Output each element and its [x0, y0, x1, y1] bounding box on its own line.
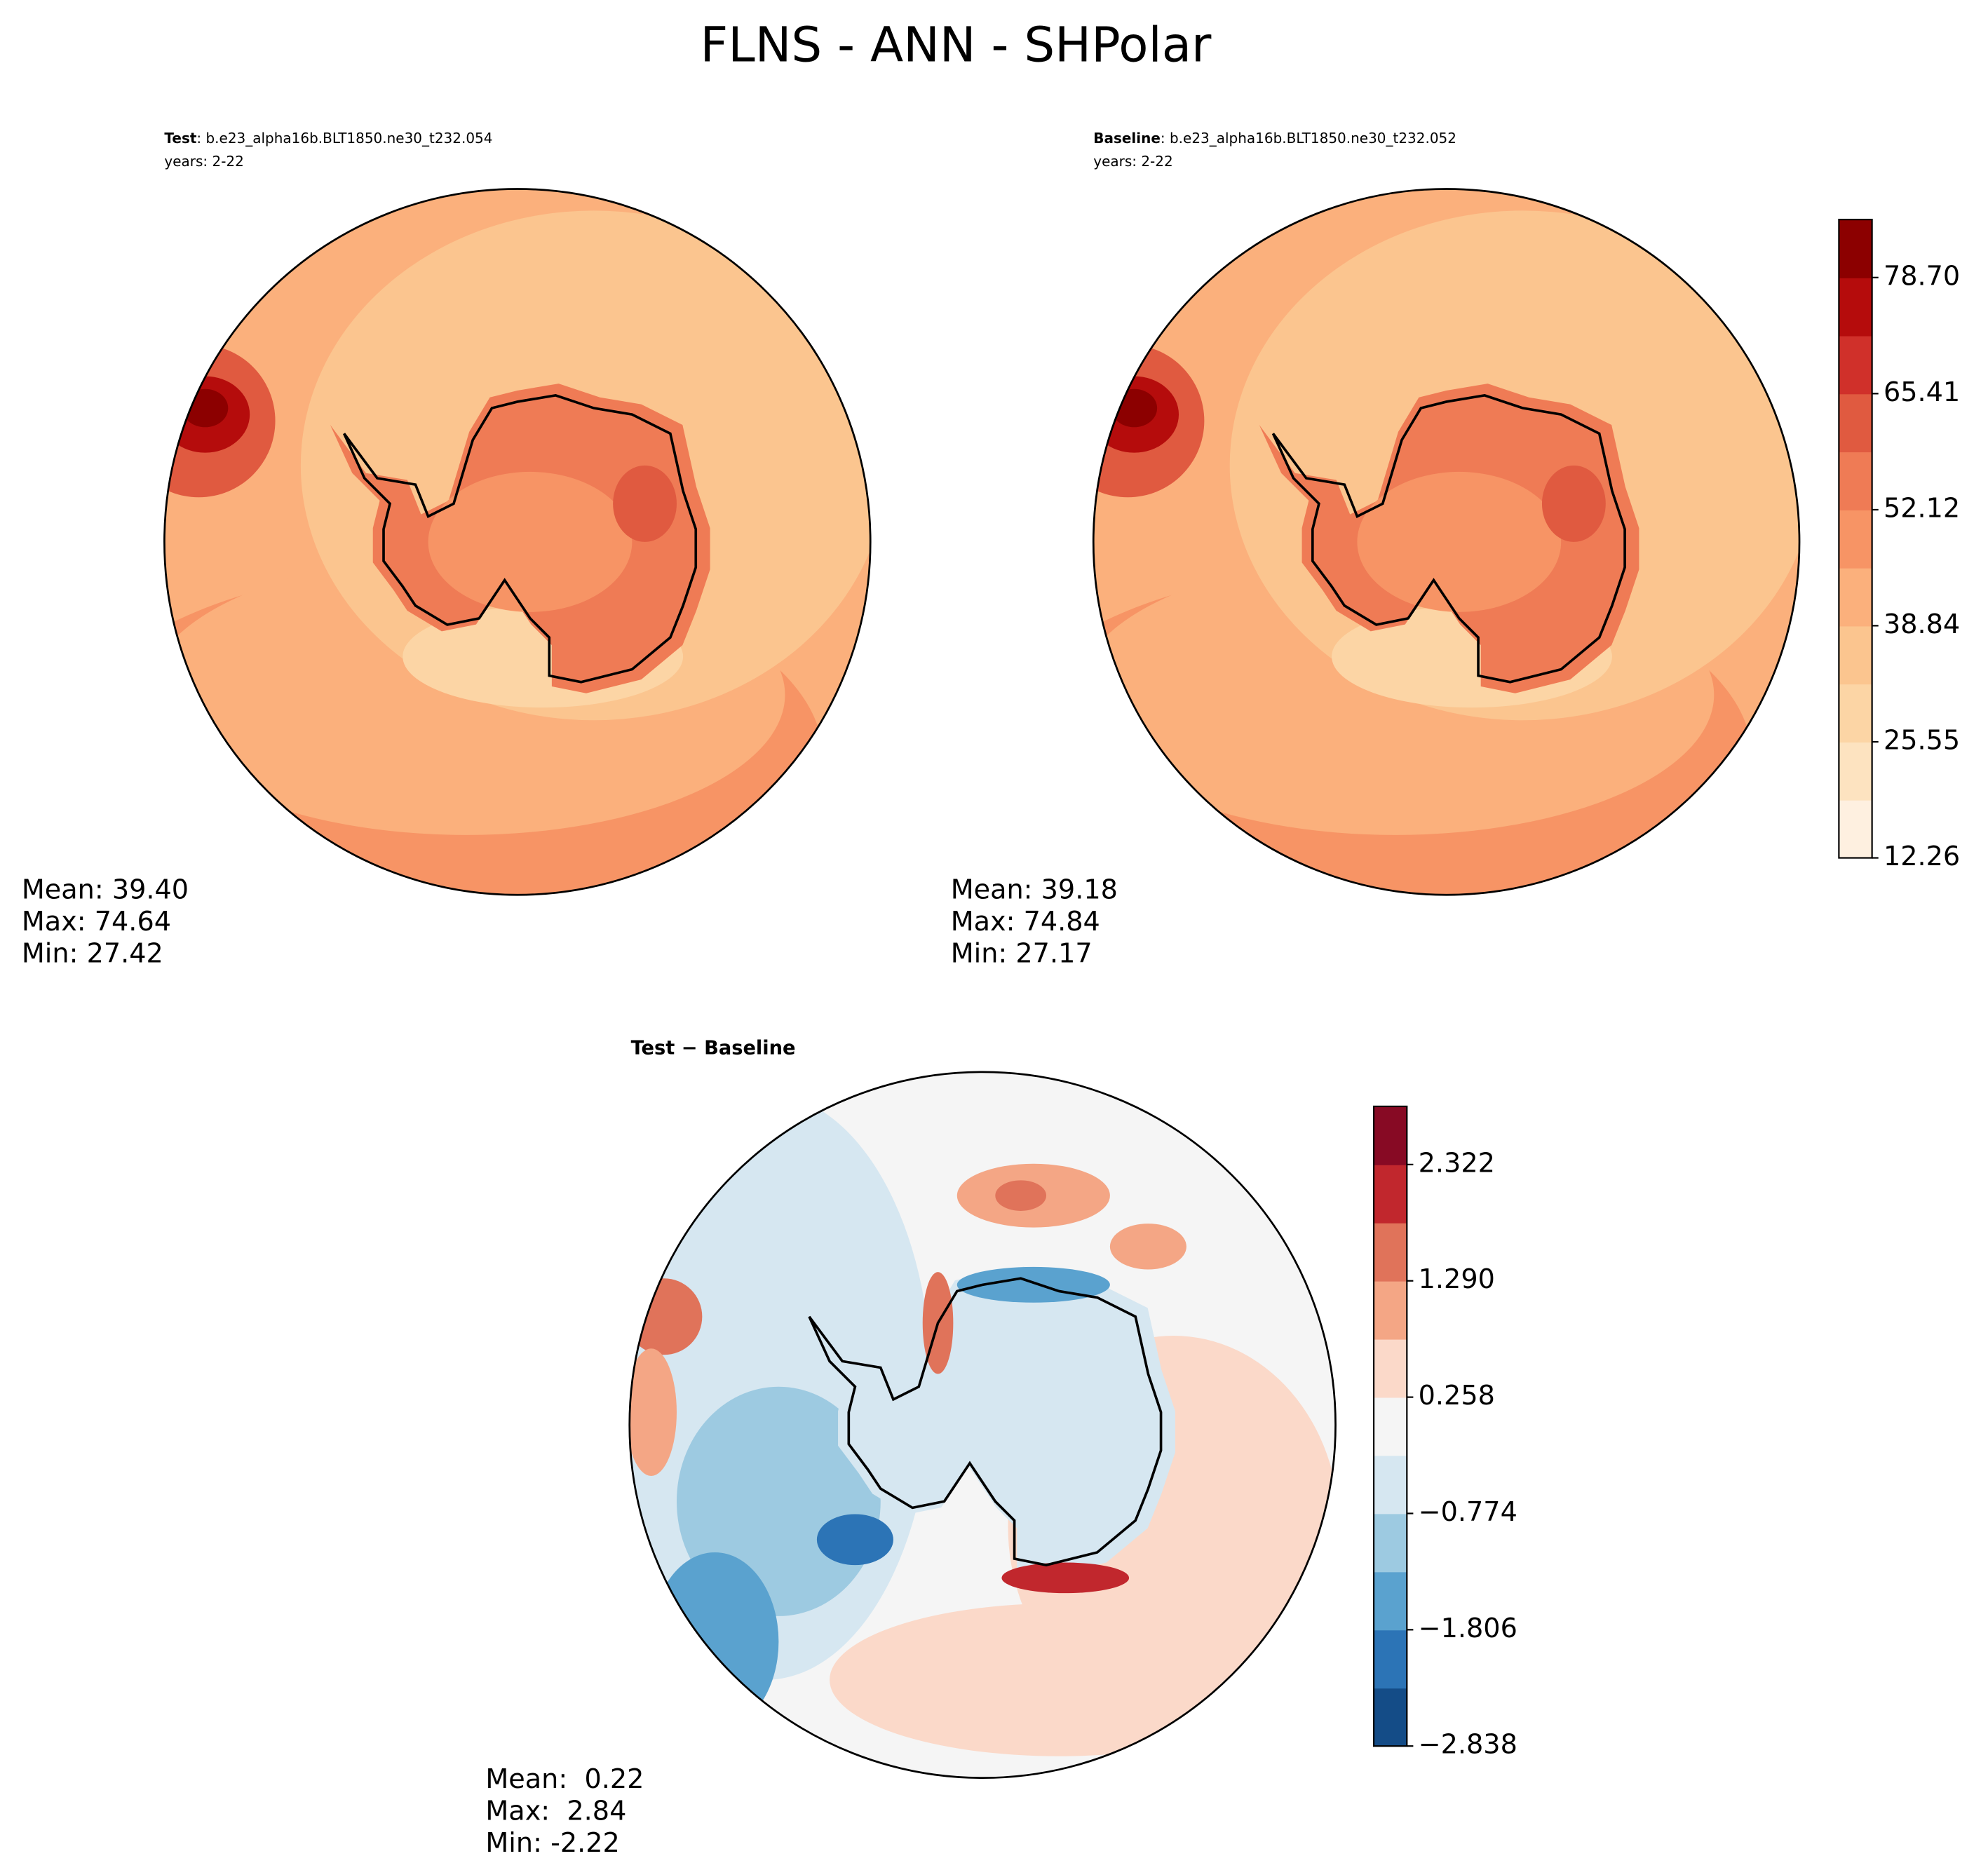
- colorbar-tick-label: 65.41: [1884, 377, 1960, 407]
- colorbar-band: [1374, 1339, 1407, 1398]
- colorbar-band: [1839, 277, 1872, 337]
- colorbar-tick-label: 38.84: [1884, 609, 1960, 639]
- colorbar-tick-label: −0.774: [1419, 1496, 1517, 1527]
- map: [163, 188, 872, 896]
- contour-region: [1109, 1224, 1186, 1270]
- colorbar-band: [1374, 1106, 1407, 1165]
- colorbar-band: [1839, 219, 1872, 278]
- stat: Max: 74.64: [22, 906, 171, 937]
- colorbar-tick-label: 1.290: [1419, 1263, 1495, 1294]
- panel-heading: Baseline: b.e23_alpha16b.BLT1850.ne30_t2…: [1093, 130, 1456, 147]
- panel-label: Test − Baseline: [631, 1037, 796, 1059]
- colorbar-band: [1374, 1630, 1407, 1689]
- panel-label: Baseline: [1093, 130, 1161, 147]
- colorbar-band: [1839, 509, 1872, 569]
- colorbar-band: [1374, 1397, 1407, 1456]
- colorbar: −2.838 −1.806 −0.774 0.258 1.290 2.322: [1372, 1105, 1517, 1760]
- colorbar-band: [1374, 1455, 1407, 1515]
- colorbar-band: [1839, 335, 1872, 395]
- contour-region: [995, 1180, 1047, 1211]
- contour-region: [629, 1348, 677, 1476]
- stat: Min: 27.17: [951, 938, 1093, 969]
- colorbar-band: [1839, 567, 1872, 627]
- contour-region: [1001, 1562, 1130, 1594]
- contour-region: [1357, 471, 1562, 612]
- colorbar-band: [1839, 684, 1872, 743]
- stat: Mean: 39.40: [22, 874, 189, 905]
- colorbar-tick-label: 78.70: [1884, 260, 1960, 291]
- stat: Mean: 0.22: [485, 1763, 644, 1794]
- figure-title: FLNS - ANN - SHPolar: [701, 18, 1212, 74]
- panel-years: years: 2-22: [1093, 153, 1172, 170]
- stat: Min: 27.42: [22, 938, 163, 969]
- panel-case: : b.e23_alpha16b.BLT1850.ne30_t232.052: [1161, 130, 1456, 147]
- colorbar-band: [1839, 625, 1872, 685]
- colorbar-tick-label: 12.26: [1884, 841, 1960, 872]
- colorbar-band: [1839, 799, 1872, 859]
- panel-heading: Test: b.e23_alpha16b.BLT1850.ne30_t232.0…: [164, 130, 492, 147]
- contour-region: [816, 1514, 893, 1566]
- colorbar-band: [1374, 1222, 1407, 1282]
- colorbar-band: [1374, 1571, 1407, 1631]
- colorbar-band: [1374, 1688, 1407, 1747]
- colorbar-tick-label: 52.12: [1884, 492, 1960, 523]
- colorbar-tick-label: 2.322: [1419, 1147, 1495, 1178]
- colorbar-frame: [1838, 218, 1873, 859]
- contour-region: [428, 471, 633, 612]
- colorbar-tick-label: −2.838: [1419, 1729, 1517, 1760]
- colorbar-band: [1374, 1280, 1407, 1340]
- contour-region: [1541, 465, 1606, 542]
- contour-region: [613, 465, 677, 542]
- stat: Max: 2.84: [485, 1796, 626, 1827]
- panel-label: Test: [164, 130, 196, 147]
- colorbar-band: [1839, 393, 1872, 453]
- map: [628, 1071, 1337, 1780]
- stat: Min: -2.22: [485, 1827, 619, 1858]
- colorbar-band: [1839, 452, 1872, 510]
- colorbar-band: [1839, 742, 1872, 801]
- colorbar-band: [1374, 1164, 1407, 1224]
- outline: [1092, 188, 1801, 896]
- colorbar-tick-label: −1.806: [1419, 1613, 1517, 1644]
- stat: Max: 74.84: [951, 906, 1100, 937]
- panel-years: years: 2-22: [164, 153, 243, 170]
- outline: [163, 188, 872, 896]
- stat: Mean: 39.18: [951, 874, 1118, 905]
- colorbar-tick-label: 25.55: [1884, 724, 1960, 755]
- colorbar-tick-label: 0.258: [1419, 1380, 1495, 1411]
- outline: [628, 1071, 1337, 1780]
- panel-case: : b.e23_alpha16b.BLT1850.ne30_t232.054: [196, 130, 492, 147]
- contour-region: [830, 1603, 1289, 1756]
- colorbar-band: [1374, 1513, 1407, 1573]
- colorbar-frame: [1372, 1105, 1408, 1747]
- colorbar: 12.26 25.55 38.84 52.12 65.41 78.70: [1838, 218, 1960, 872]
